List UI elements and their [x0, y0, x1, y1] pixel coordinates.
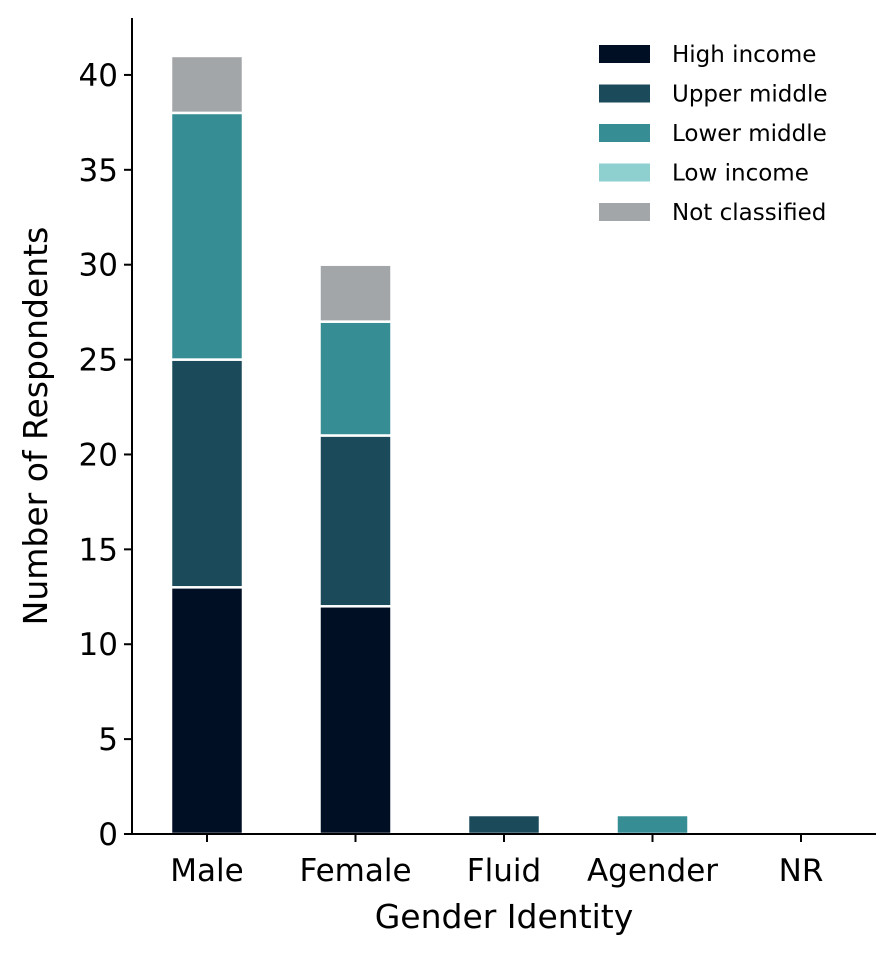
y-axis-title: Number of Respondents [16, 227, 55, 626]
x-tick-label-female: Female [299, 853, 411, 889]
bar-segment-female-lower-middle [318, 320, 393, 437]
x-tick-label-fluid: Fluid [467, 853, 541, 889]
legend-swatch-low-income [599, 163, 650, 182]
bar-segment-male-not-classified [169, 54, 245, 115]
bar-segment-female-not-classified [318, 263, 393, 323]
legend-label-not-classified: Not classified [672, 200, 826, 226]
x-tick-label-agender: Agender [587, 853, 718, 889]
y-tick-label: 40 [79, 58, 118, 94]
y-tick-label: 30 [79, 248, 118, 284]
x-tick-label-nr: NR [779, 853, 824, 889]
bars-group [169, 54, 690, 836]
legend-swatch-lower-middle [599, 124, 650, 142]
y-tick-label: 5 [98, 722, 118, 758]
legend: High income Upper middle Lower middle Low i… [599, 42, 828, 226]
bar-segment-female-high-income [318, 605, 393, 836]
x-axis-ticks: Male Female Fluid Agender NR [170, 834, 823, 889]
bar-segment-fluid-upper-middle [466, 813, 542, 836]
y-tick-label: 20 [79, 437, 118, 473]
y-tick-label: 15 [79, 532, 118, 568]
x-axis-title: Gender Identity [375, 897, 634, 936]
y-tick-label: 35 [79, 153, 118, 189]
y-tick-label: 10 [79, 627, 118, 663]
legend-label-low-income: Low income [672, 161, 809, 187]
x-tick-label-male: Male [170, 853, 243, 889]
legend-label-upper-middle: Upper middle [672, 82, 828, 108]
bar-segment-male-high-income [169, 586, 245, 836]
y-tick-label: 25 [79, 343, 118, 379]
bar-segment-agender-lower-middle [615, 813, 690, 836]
legend-label-lower-middle: Lower middle [672, 121, 827, 147]
legend-swatch-not-classified [599, 203, 650, 221]
bar-segment-male-upper-middle [169, 358, 245, 589]
bar-segment-male-lower-middle [169, 111, 245, 361]
y-axis-ticks: 0 5 10 15 20 25 30 35 40 [79, 58, 132, 853]
legend-swatch-high-income [599, 45, 650, 63]
legend-label-high-income: High income [672, 42, 816, 68]
bar-segment-female-upper-middle [318, 434, 393, 608]
y-tick-label: 0 [98, 817, 118, 853]
legend-swatch-upper-middle [599, 84, 650, 103]
